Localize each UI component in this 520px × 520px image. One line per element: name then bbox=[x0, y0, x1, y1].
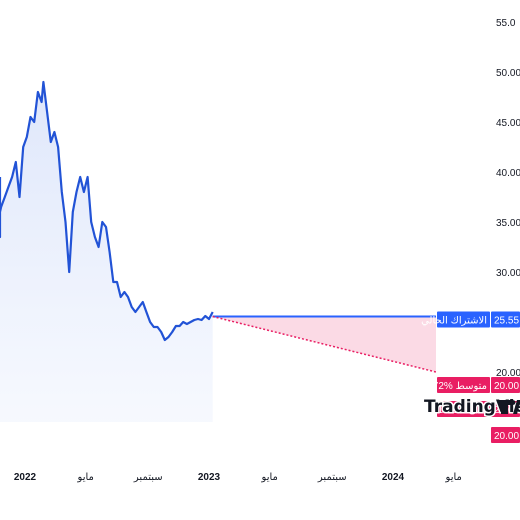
y-tick-label: 45.00 bbox=[496, 118, 520, 129]
forecast-average-tag-label-bg bbox=[437, 377, 490, 393]
y-tick-label: 55.0 bbox=[496, 18, 516, 29]
forecast-low-tag-label: −21.72% أدنى bbox=[426, 403, 487, 416]
y-tick-label: 40.00 bbox=[496, 168, 520, 179]
y-tick-label: 30.00 bbox=[496, 268, 520, 279]
x-tick-label: مايو bbox=[77, 472, 94, 483]
price-area bbox=[0, 82, 213, 422]
forecast-cone bbox=[212, 316, 436, 372]
current-price-tag-label-bg bbox=[437, 311, 490, 328]
x-tick-label: 2024 bbox=[382, 472, 405, 483]
y-tick-label: 35.00 bbox=[496, 218, 520, 229]
tradingview-logo-text: TradingView bbox=[424, 397, 520, 417]
x-tick-label: مايو bbox=[445, 472, 462, 483]
current-price-tag-value: 25.55 bbox=[494, 316, 519, 327]
current-price-tag: الاشتراك الحالي 25.55 bbox=[421, 311, 520, 328]
forecast-bottom-tag: 20.00 bbox=[491, 427, 520, 443]
forecast-low-tag-label-bg bbox=[437, 401, 490, 417]
x-tick-label: 2023 bbox=[198, 472, 221, 483]
x-axis: 2022 مايو سبتمبر 2023 مايو سبتمبر 2024 مايو bbox=[14, 472, 462, 483]
x-tick-label: سبتمبر bbox=[133, 472, 163, 483]
x-tick-label: سبتمبر bbox=[317, 472, 347, 483]
y-tick-label: 50.00 bbox=[496, 68, 520, 79]
price-line-layer bbox=[0, 80, 214, 342]
forecast-average-tag-label: −21.72% متوسط bbox=[413, 381, 487, 392]
forecast-layer bbox=[212, 315, 437, 373]
y-tick-label: 20.00 bbox=[496, 368, 520, 379]
forecast-average-tag-value-bg bbox=[491, 377, 520, 393]
x-tick-label: مايو bbox=[261, 472, 278, 483]
forecast-bottom-tag-value-bg bbox=[491, 427, 520, 443]
forecast-average-tag: −21.72% متوسط 20.00 bbox=[413, 377, 520, 393]
tradingview-logo: TradingView bbox=[423, 396, 520, 419]
x-tick-label: 2022 bbox=[14, 472, 37, 483]
forecast-average-tag-value: 20.00 bbox=[494, 381, 519, 392]
tradingview-mark-icon bbox=[498, 400, 520, 414]
current-price-tag-label: الاشتراك الحالي bbox=[421, 316, 487, 327]
price-area-layer bbox=[0, 82, 213, 422]
price-tags: الاشتراك الحالي 25.55−21.72% متوسط 20.00−2… bbox=[413, 311, 520, 443]
forecast-bottom-tag-value: 20.00 bbox=[494, 431, 519, 442]
current-price-tag-value-bg bbox=[491, 311, 520, 328]
